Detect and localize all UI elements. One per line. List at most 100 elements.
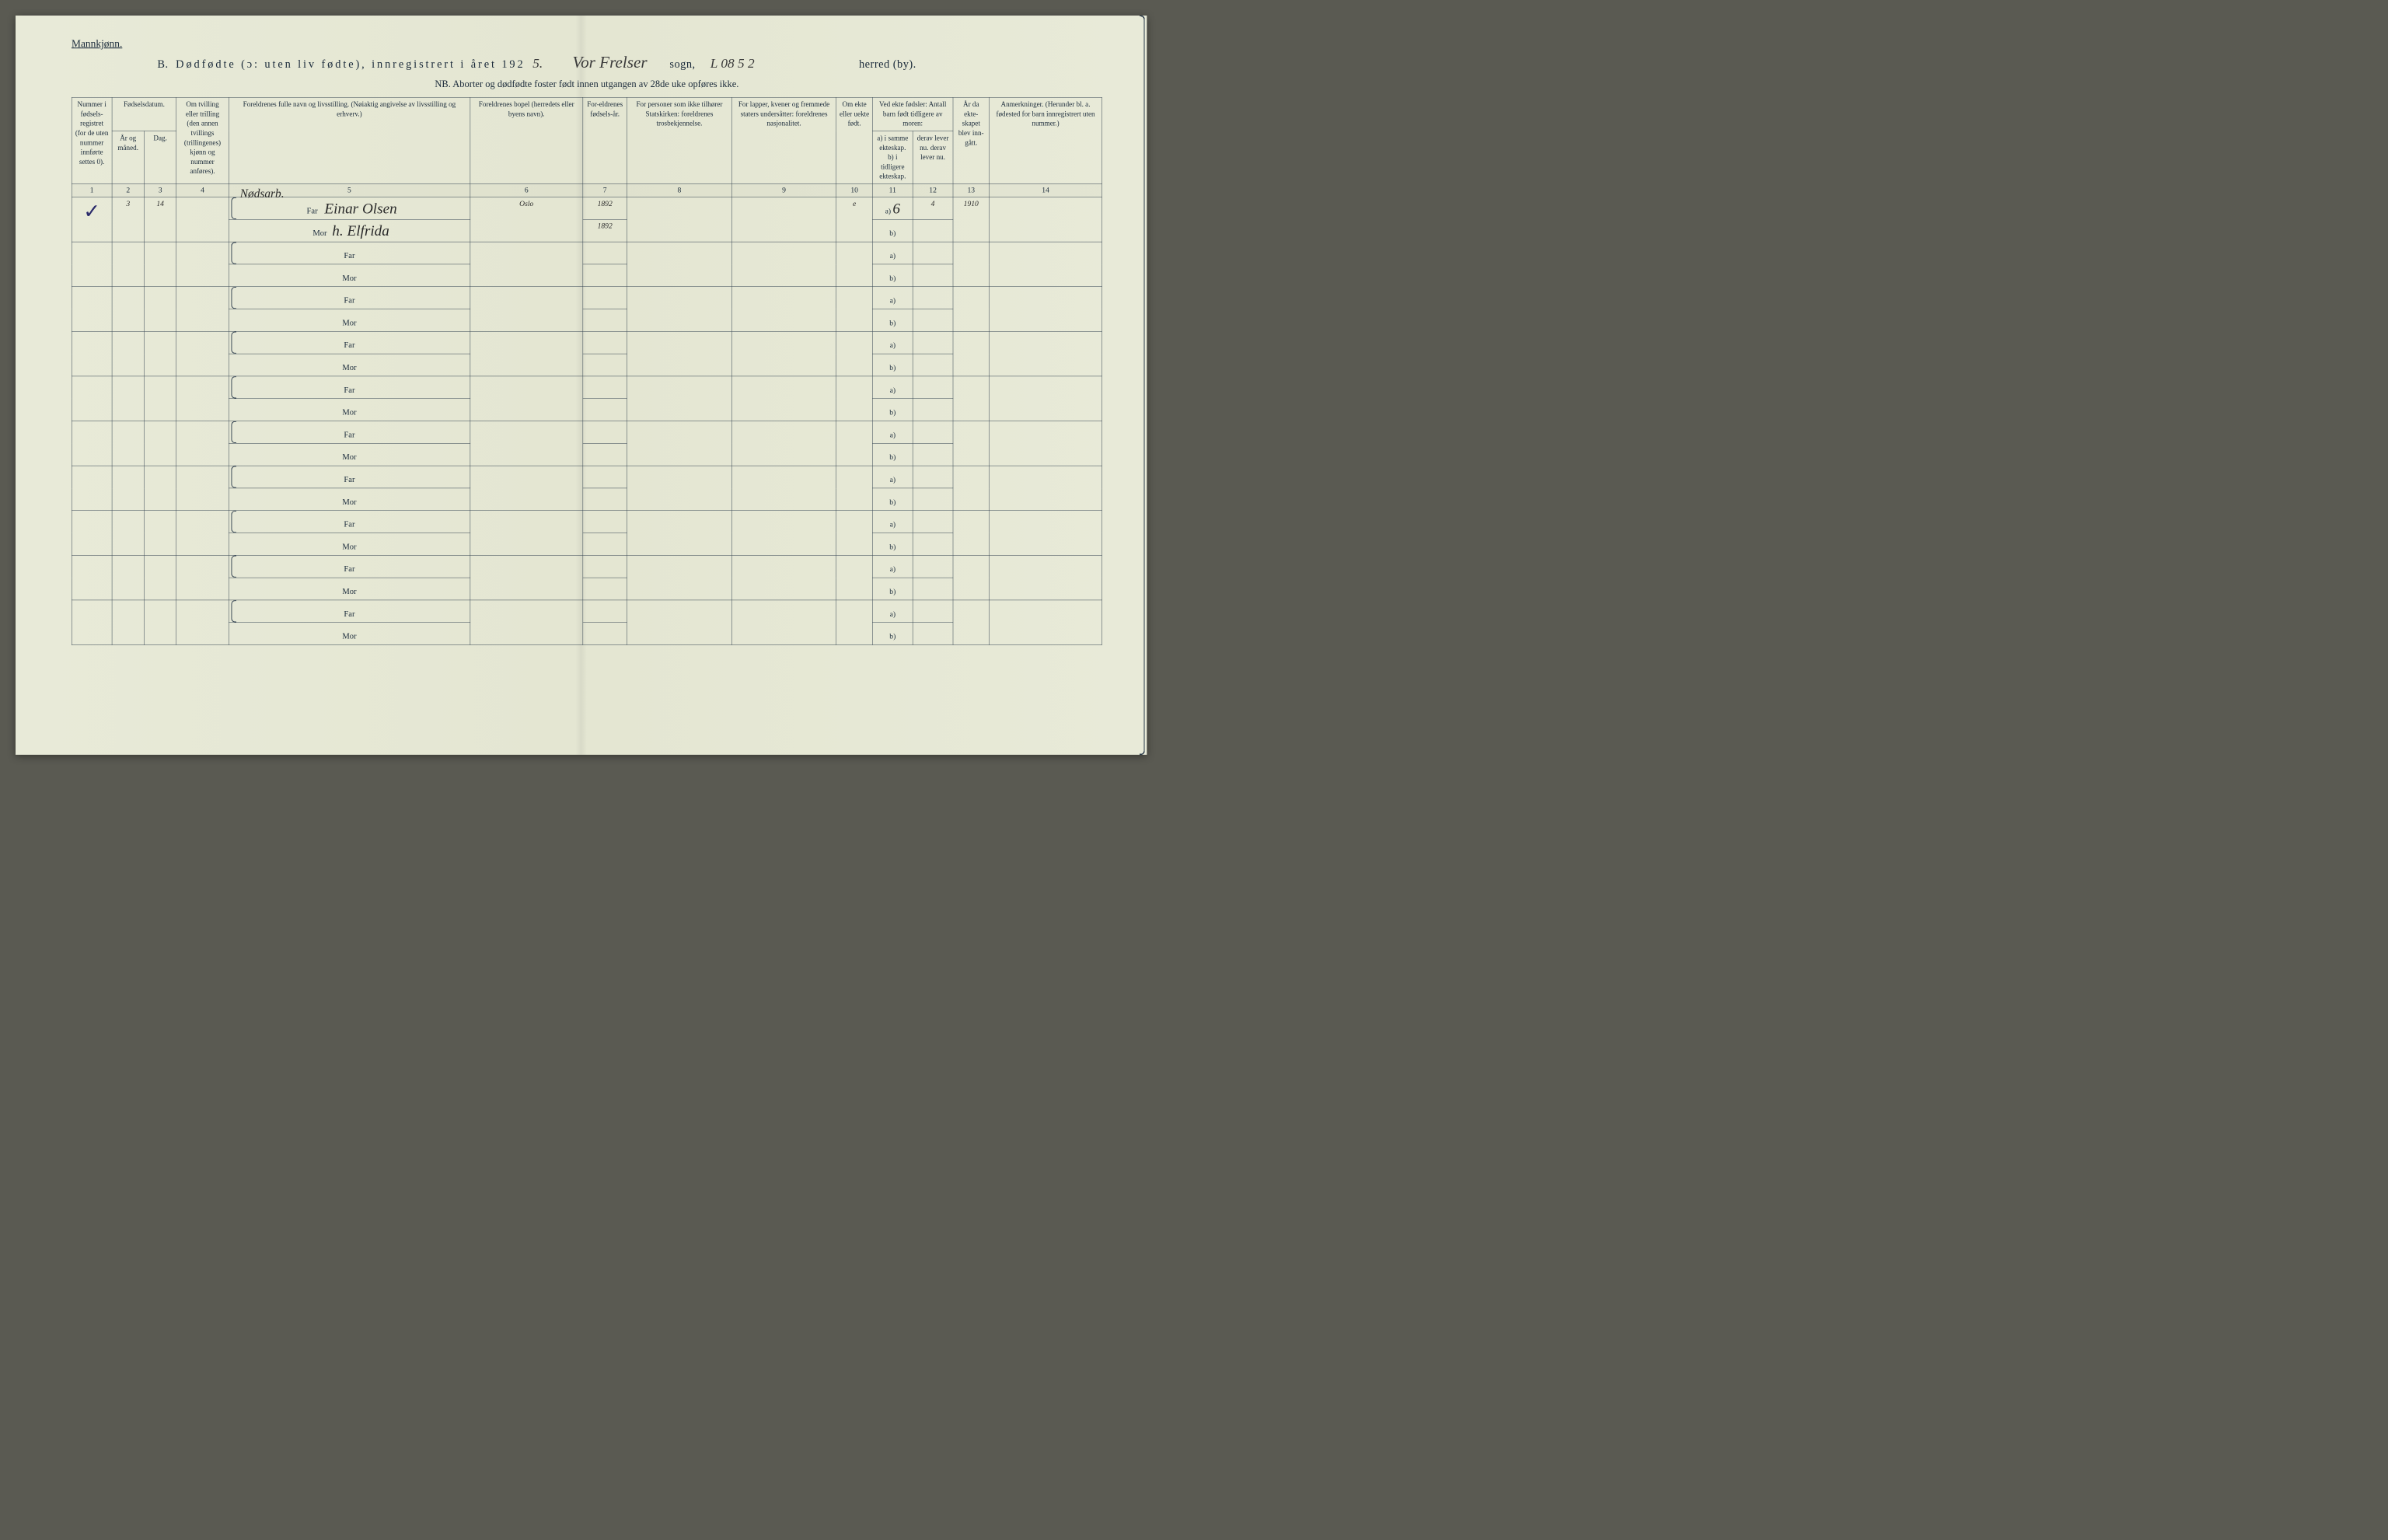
table-header: Nummer i fødsels-registret (for de uten … — [72, 97, 1101, 197]
cell-father: Far — [229, 555, 470, 578]
cell-legitimate — [836, 287, 873, 332]
cell-children-a-living — [913, 242, 953, 264]
cell-children-b-living — [913, 443, 953, 466]
cell-mother: Mor — [229, 264, 470, 287]
cell-number — [72, 287, 112, 332]
cell-residence — [470, 376, 583, 421]
cell-residence — [470, 331, 583, 376]
header-col6: Foreldrenes bopel (herredets eller byens… — [470, 97, 583, 183]
header-col2: År og måned. — [112, 131, 144, 184]
cell-residence — [470, 287, 583, 332]
cell-children-b: b) — [872, 533, 913, 556]
code-handwritten: L 08 5 2 — [710, 55, 755, 71]
cell-children-b-living — [913, 623, 953, 645]
header-col10: Om ekte eller uekte født. — [836, 97, 873, 183]
cell-children-b: b) — [872, 578, 913, 600]
colnum-3: 3 — [144, 183, 176, 197]
cell-twin — [176, 287, 229, 332]
cell-month — [112, 287, 144, 332]
cell-residence — [470, 555, 583, 600]
cell-remarks — [990, 197, 1102, 243]
cell-children-b: b) — [872, 264, 913, 287]
cell-twin — [176, 197, 229, 243]
cell-remarks — [990, 600, 1102, 645]
cell-mother: Mor — [229, 354, 470, 376]
colnum-13: 13 — [953, 183, 990, 197]
header-col4: Om tvilling eller trilling (den annen tv… — [176, 97, 229, 183]
cell-father-year — [583, 600, 627, 623]
cell-children-a: a) — [872, 600, 913, 623]
cell-children-b: b) — [872, 354, 913, 376]
cell-marriage-year — [953, 466, 990, 511]
cell-mother-year: 1892 — [583, 219, 627, 242]
cell-father-year — [583, 555, 627, 578]
cell-legitimate — [836, 511, 873, 556]
cell-remarks — [990, 511, 1102, 556]
cell-faith — [627, 242, 732, 287]
cell-day — [144, 242, 176, 287]
table-row-far: Far a) — [72, 331, 1101, 354]
cell-mother: Mor — [229, 488, 470, 511]
colnum-8: 8 — [627, 183, 732, 197]
cell-twin — [176, 555, 229, 600]
cell-day — [144, 287, 176, 332]
cell-twin — [176, 466, 229, 511]
cell-day — [144, 511, 176, 556]
cell-legitimate: e — [836, 197, 873, 243]
cell-number — [72, 421, 112, 466]
cell-children-b: b) — [872, 443, 913, 466]
cell-faith — [627, 466, 732, 511]
cell-children-a: a) — [872, 376, 913, 399]
cell-marriage-year — [953, 376, 990, 421]
cell-children-b: b) — [872, 309, 913, 332]
cell-number — [72, 376, 112, 421]
header-col8: For personer som ikke tilhører Statskirk… — [627, 97, 732, 183]
cell-faith — [627, 555, 732, 600]
cell-marriage-year — [953, 421, 990, 466]
table-row-far: ✓314Nødsarb.Far Einar OlsenOslo1892ea) 6… — [72, 197, 1101, 220]
cell-number — [72, 466, 112, 511]
cell-children-b-living — [913, 219, 953, 242]
cell-number — [72, 242, 112, 287]
cell-faith — [627, 421, 732, 466]
cell-children-a-living — [913, 600, 953, 623]
cell-father-year — [583, 421, 627, 444]
cell-month — [112, 466, 144, 511]
cell-children-a-living: 4 — [913, 197, 953, 220]
cell-father: Far — [229, 287, 470, 309]
cell-children-a: a) — [872, 555, 913, 578]
cell-father: Far — [229, 511, 470, 533]
cell-month — [112, 331, 144, 376]
cell-marriage-year — [953, 555, 990, 600]
cell-nationality — [731, 376, 836, 421]
cell-faith — [627, 600, 732, 645]
cell-legitimate — [836, 466, 873, 511]
cell-day — [144, 555, 176, 600]
cell-remarks — [990, 242, 1102, 287]
cell-month — [112, 421, 144, 466]
colnum-10: 10 — [836, 183, 873, 197]
cell-day — [144, 600, 176, 645]
cell-remarks — [990, 466, 1102, 511]
cell-number — [72, 555, 112, 600]
cell-marriage-year — [953, 511, 990, 556]
cell-mother-year — [583, 354, 627, 376]
cell-marriage-year — [953, 242, 990, 287]
cell-father-year — [583, 287, 627, 309]
cell-residence — [470, 466, 583, 511]
colnum-4: 4 — [176, 183, 229, 197]
cell-mother-year — [583, 264, 627, 287]
cell-number — [72, 331, 112, 376]
cell-month — [112, 555, 144, 600]
header-col14: Anmerkninger. (Herunder bl. a. fødested … — [990, 97, 1102, 183]
cell-mother: Mor — [229, 443, 470, 466]
cell-children-a-living — [913, 287, 953, 309]
cell-father: Far — [229, 421, 470, 444]
cell-children-a: a) — [872, 466, 913, 488]
cell-children-b-living — [913, 399, 953, 421]
cell-father: Far — [229, 600, 470, 623]
cell-mother: Mor — [229, 399, 470, 421]
title-prefix: B. — [157, 58, 168, 71]
cell-children-a-living — [913, 555, 953, 578]
cell-day — [144, 331, 176, 376]
